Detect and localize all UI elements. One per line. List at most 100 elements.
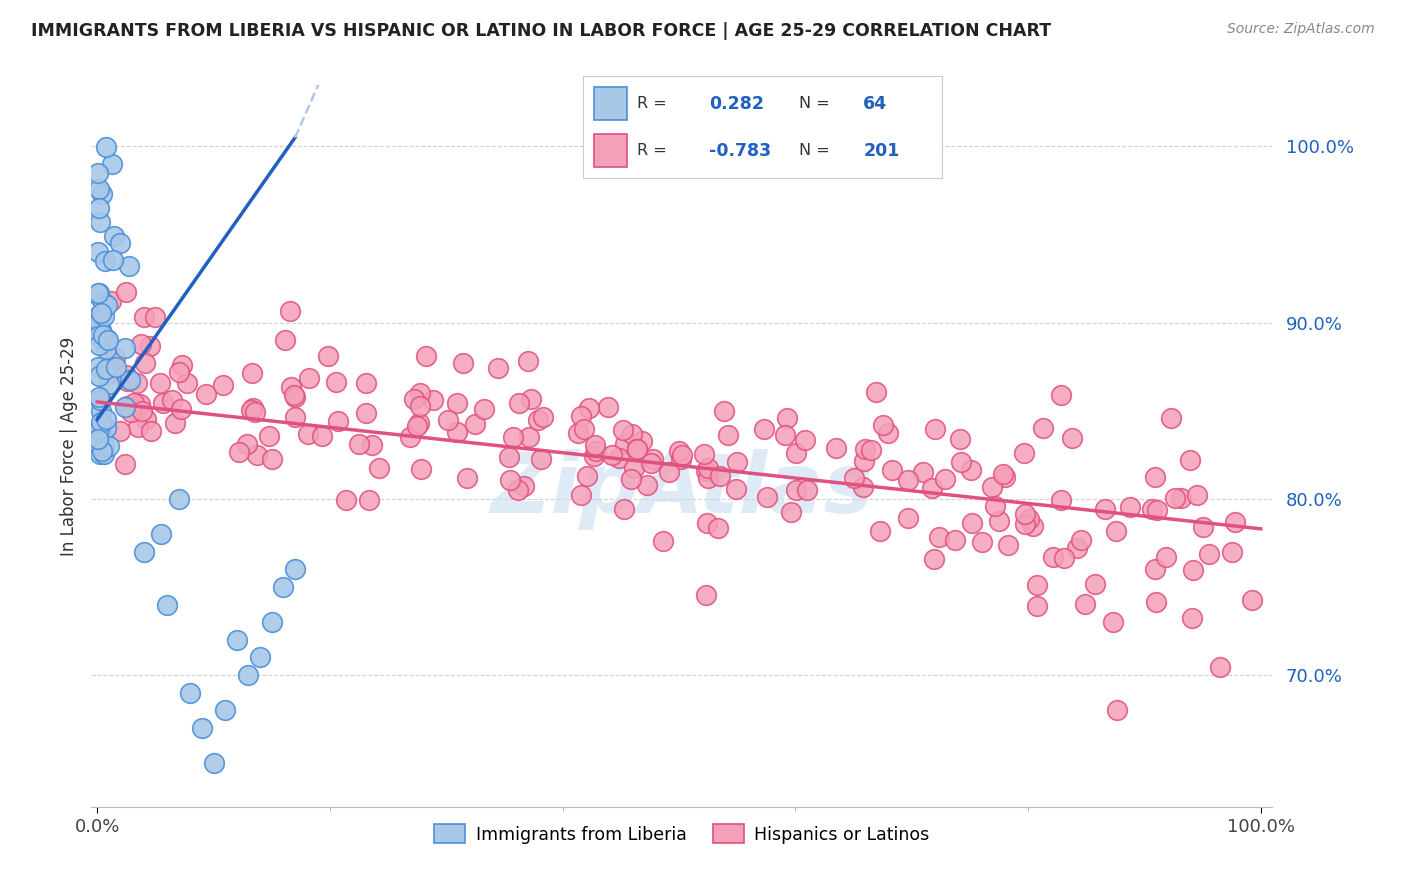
Point [752, 422, 775, 436]
Point [498, 450, 520, 465]
Point [87, 285, 110, 300]
Point [695, 588, 717, 602]
Point [101, 252, 124, 267]
Point [1018, 512, 1040, 526]
Point [959, 463, 981, 477]
Point [1144, 595, 1167, 609]
Point [1241, 593, 1264, 607]
Point [486, 360, 509, 375]
Point [626, 442, 648, 456]
Point [240, 366, 263, 380]
Point [613, 502, 636, 516]
Point [621, 426, 644, 441]
Text: 0.282: 0.282 [709, 95, 763, 112]
Point [585, 443, 607, 458]
Point [239, 403, 262, 417]
Point [94, 361, 117, 376]
Point [1105, 524, 1128, 539]
Point [311, 429, 333, 443]
Point [143, 310, 166, 324]
Point [991, 467, 1014, 482]
Point [87, 315, 110, 329]
Point [91, 327, 114, 342]
Point [246, 448, 269, 462]
Point [243, 405, 266, 419]
Point [125, 376, 148, 391]
Point [132, 545, 155, 559]
Point [96, 298, 118, 312]
Point [626, 442, 648, 457]
Point [90, 403, 112, 417]
Point [697, 460, 720, 475]
Point [141, 424, 163, 438]
Point [1014, 516, 1036, 531]
Point [172, 359, 194, 373]
Point [962, 516, 984, 530]
Point [472, 401, 495, 416]
Point [607, 450, 630, 465]
Point [156, 598, 179, 612]
Point [408, 417, 430, 431]
Point [1191, 520, 1213, 534]
Point [238, 668, 260, 682]
Point [613, 437, 636, 451]
Point [520, 392, 543, 406]
Point [90, 187, 112, 202]
Point [214, 703, 236, 717]
Point [1164, 491, 1187, 506]
Point [150, 527, 173, 541]
Point [860, 443, 883, 458]
Point [1026, 599, 1049, 614]
Point [1032, 421, 1054, 435]
Point [671, 449, 693, 463]
Point [1107, 703, 1129, 717]
Point [194, 386, 217, 401]
Point [191, 721, 214, 735]
Point [134, 310, 156, 324]
Point [924, 422, 946, 436]
Point [1066, 541, 1088, 556]
Point [643, 451, 665, 466]
FancyBboxPatch shape [595, 135, 627, 167]
Point [202, 756, 225, 771]
Point [122, 396, 145, 410]
Point [631, 434, 654, 448]
Point [724, 482, 747, 496]
Point [284, 391, 307, 405]
Point [436, 413, 458, 427]
Legend: Immigrants from Liberia, Hispanics or Latinos: Immigrants from Liberia, Hispanics or La… [427, 817, 936, 851]
Point [1070, 533, 1092, 547]
Point [499, 473, 522, 487]
Point [127, 419, 149, 434]
Point [262, 452, 284, 467]
Point [620, 472, 643, 486]
Point [693, 447, 716, 461]
Point [225, 632, 247, 647]
Point [1198, 547, 1220, 561]
Point [134, 356, 156, 370]
Point [273, 333, 295, 347]
Point [357, 492, 380, 507]
Point [567, 425, 589, 440]
Point [897, 511, 920, 525]
Point [91, 444, 114, 458]
Point [93, 439, 115, 453]
Point [709, 469, 731, 483]
Point [882, 463, 904, 477]
Point [717, 428, 740, 442]
Point [236, 437, 259, 451]
Text: R =: R = [637, 144, 666, 158]
Point [796, 483, 818, 497]
Point [872, 417, 894, 432]
Point [93, 447, 115, 461]
Point [853, 442, 876, 456]
Point [335, 493, 357, 508]
Point [1053, 550, 1076, 565]
Point [96, 332, 118, 346]
Point [578, 401, 600, 416]
Point [152, 396, 174, 410]
Point [668, 444, 690, 458]
Point [623, 461, 645, 475]
Point [464, 417, 486, 431]
Point [97, 377, 120, 392]
